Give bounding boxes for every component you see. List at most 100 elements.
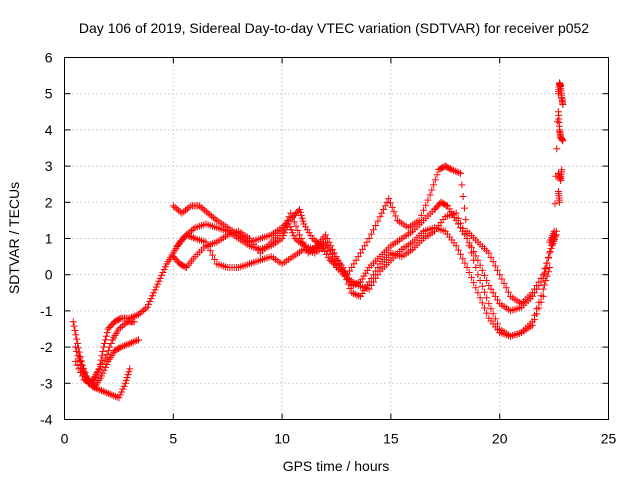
data-point [147, 295, 155, 303]
data-point [546, 263, 554, 271]
data-point [453, 168, 461, 176]
data-point [543, 259, 551, 267]
data-point [541, 265, 549, 273]
data-point [73, 361, 81, 369]
data-point [472, 263, 480, 271]
data-point [117, 343, 125, 351]
data-point [173, 205, 181, 213]
data-point [321, 248, 329, 256]
data-point [129, 338, 137, 346]
data-point [424, 196, 432, 204]
x-tick-label: 15 [383, 431, 399, 447]
data-point [489, 310, 497, 318]
data-point [470, 256, 478, 264]
data-point [360, 287, 368, 295]
data-point [496, 271, 504, 279]
data-point [189, 234, 197, 242]
data-point [326, 250, 334, 258]
data-point [122, 376, 130, 384]
data-point [485, 300, 493, 308]
data-point [133, 337, 141, 345]
data-point [181, 263, 189, 271]
data-point [287, 209, 295, 217]
data-point [350, 260, 358, 268]
data-point [378, 209, 386, 217]
data-point [533, 310, 541, 318]
data-point [296, 208, 304, 216]
data-point [101, 388, 109, 396]
grid-lines [64, 57, 609, 420]
data-point [502, 284, 510, 292]
x-axis-label: GPS time / hours [283, 458, 390, 474]
data-point [330, 249, 338, 257]
data-point [98, 360, 106, 368]
data-point [101, 363, 109, 371]
data-point [202, 208, 210, 216]
data-point [159, 269, 167, 277]
data-point [322, 231, 330, 239]
data-point [280, 224, 288, 232]
data-point [546, 248, 554, 256]
data-point [72, 331, 80, 339]
data-point [363, 238, 371, 246]
data-point [115, 394, 123, 402]
data-point [181, 206, 189, 214]
data-point [289, 214, 297, 222]
data-point [304, 249, 312, 257]
data-point [199, 205, 207, 213]
data-point [386, 199, 394, 207]
data-point [204, 209, 212, 217]
data-point [491, 262, 499, 270]
data-point [480, 288, 488, 296]
data-point [543, 272, 551, 280]
data-point [180, 208, 188, 216]
data-point [348, 289, 356, 297]
data-point [118, 322, 126, 330]
y-tick-label: -1 [40, 303, 53, 319]
data-point [299, 217, 307, 225]
data-point [367, 282, 375, 290]
data-point [156, 274, 164, 282]
data-point [116, 391, 124, 399]
data-point [336, 260, 344, 268]
data-point [141, 305, 149, 313]
data-point [175, 206, 183, 214]
data-point [463, 235, 471, 242]
data-point [120, 321, 128, 329]
data-point [559, 137, 567, 145]
data-point [365, 235, 373, 242]
data-point [206, 211, 214, 219]
data-point [184, 232, 192, 240]
data-point [188, 227, 196, 235]
y-tick-label: 1 [45, 231, 53, 247]
data-point [305, 229, 313, 237]
data-point [487, 305, 495, 313]
data-point [76, 354, 84, 362]
data-point [71, 358, 79, 366]
data-point [332, 253, 340, 261]
data-point [483, 294, 491, 302]
data-point [131, 312, 139, 320]
data-point [360, 272, 368, 280]
data-point [372, 221, 380, 229]
data-point [161, 263, 169, 271]
data-point [372, 267, 380, 275]
data-point [209, 214, 217, 222]
data-point [201, 206, 209, 214]
data-point [290, 232, 298, 240]
data-point [152, 283, 160, 291]
data-point [323, 235, 331, 242]
data-point [356, 292, 364, 300]
data-point [338, 266, 346, 274]
data-point [278, 227, 286, 235]
data-point [489, 258, 497, 266]
y-axis-tick-labels: -4 -3 -2 -1 0 1 2 3 4 5 6 [40, 50, 53, 428]
y-tick-label: 4 [45, 122, 53, 138]
data-point [171, 203, 179, 211]
data-point [73, 335, 81, 343]
y-tick-label: -3 [40, 375, 53, 391]
data-point [126, 339, 134, 347]
data-point [380, 206, 388, 214]
data-point [298, 214, 306, 222]
data-point [160, 266, 168, 274]
